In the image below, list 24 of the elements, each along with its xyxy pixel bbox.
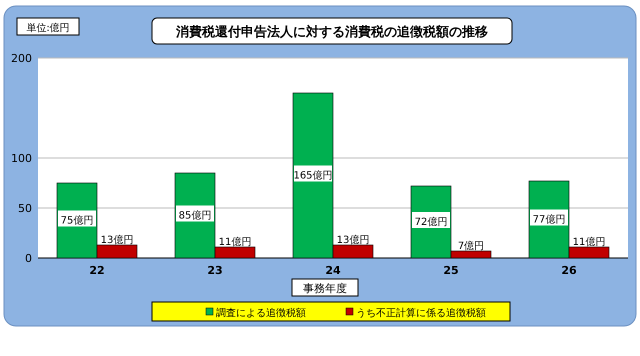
- chart-title: 消費税還付申告法人に対する消費税の追徴税額の推移: [175, 24, 488, 40]
- x-tick-label: 26: [561, 264, 577, 277]
- data-label: 75億円: [60, 214, 94, 226]
- data-label: 77億円: [532, 214, 566, 226]
- data-label: 13億円: [336, 234, 370, 246]
- x-tick-label: 22: [89, 264, 105, 277]
- data-label: 7億円: [458, 240, 484, 252]
- x-tick-label: 24: [325, 264, 341, 277]
- legend-label: うち不正計算に係る追徴税額: [356, 307, 486, 319]
- y-tick-label: 200: [11, 52, 32, 65]
- data-label: 165億円: [293, 170, 333, 182]
- data-label: 72億円: [414, 216, 448, 228]
- data-label: 11億円: [218, 236, 252, 248]
- x-tick-label: 23: [207, 264, 223, 277]
- y-tick-label: 100: [11, 152, 32, 165]
- text: 単位:億円: [26, 22, 70, 34]
- data-label: 13億円: [100, 234, 134, 246]
- legend-label: 調査による追徴税額: [216, 307, 306, 319]
- data-label: 11億円: [572, 236, 606, 248]
- y-tick-label: 0: [25, 252, 32, 265]
- data-label: 85億円: [178, 210, 212, 222]
- y-tick-label: 50: [18, 202, 32, 215]
- x-axis-title: 事務年度: [303, 282, 347, 295]
- x-tick-label: 25: [443, 264, 459, 277]
